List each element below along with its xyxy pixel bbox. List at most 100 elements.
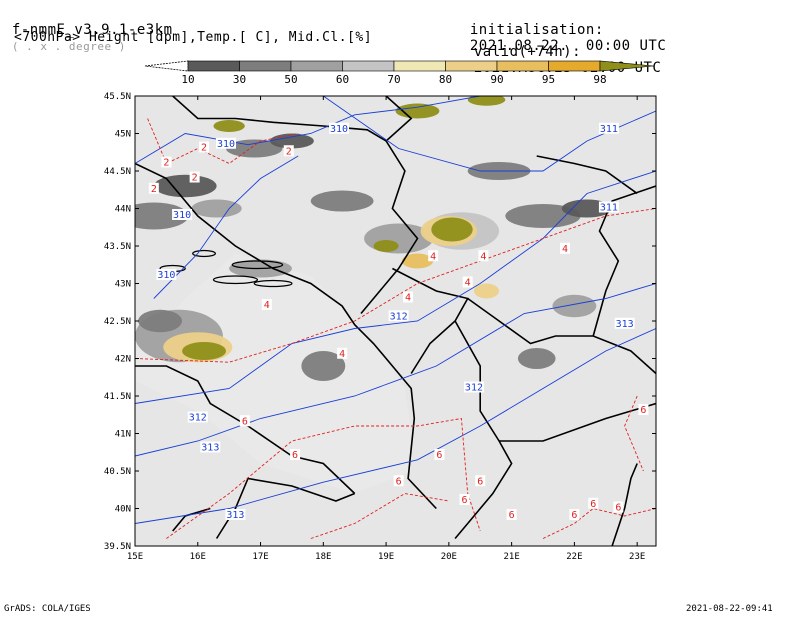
colorbar-tick-label: 70 xyxy=(387,73,400,86)
height-label-bg xyxy=(200,441,221,453)
footer-timestamp: 2021-08-22-09:41 xyxy=(686,604,773,614)
temperature-contour-label: 6 xyxy=(242,416,248,427)
height-contour-label: 313 xyxy=(201,443,219,454)
init-row: initialisation: 2021.08.22. 00:00 UTC xyxy=(452,6,666,54)
temperature-contour xyxy=(310,493,449,539)
lat-tick-label: 44N xyxy=(115,205,131,215)
temperature-contour-label: 6 xyxy=(477,476,483,487)
height-label-bg xyxy=(598,201,619,213)
colorbar-tick-label: 90 xyxy=(490,73,503,86)
lat-tick-label: 42.5N xyxy=(104,317,131,327)
height-label-bg xyxy=(463,381,484,393)
colorbar: 10 30 50 60 70 80 90 95 98 xyxy=(144,60,655,86)
height-contour-label: 312 xyxy=(465,383,483,394)
cloud-cover-area xyxy=(431,217,473,242)
init-time: 2021.08.22. 00:00 UTC xyxy=(469,38,667,54)
temperature-contour-label: 4 xyxy=(405,293,411,304)
colorbar-tick-label: 98 xyxy=(593,73,606,86)
temp-label-bg xyxy=(239,415,250,427)
temperature-contour-label: 4 xyxy=(465,278,471,289)
temperature-contour-label: 4 xyxy=(430,251,436,262)
temp-label-bg xyxy=(475,475,486,487)
temperature-contour-label: 4 xyxy=(339,349,345,360)
colorbar-tick-label: 50 xyxy=(284,73,297,86)
lon-tick-label: 17E xyxy=(252,552,268,562)
temp-label-bg xyxy=(638,404,649,415)
colorbar-over-arrow xyxy=(599,60,655,72)
temperature-contour-label: 4 xyxy=(264,300,270,311)
island-outline xyxy=(212,275,259,285)
sea-area xyxy=(135,253,412,494)
colorbar-tick-label: 10 xyxy=(181,73,194,86)
cloud-cover-area xyxy=(310,190,374,212)
height-label-bg xyxy=(187,411,208,423)
country-border xyxy=(172,507,211,532)
variables-title: <700hPa> Height [dpm],Temp.[ C], Mid.Cl.… xyxy=(14,30,373,45)
cloud-cover-area xyxy=(552,294,597,318)
temperature-contour-label: 6 xyxy=(509,510,515,521)
colorbar-tick-label: 30 xyxy=(233,73,246,86)
map-layer: 310 310 310 310 311 311 312 312 312 313 313 313 2 2 2 2… xyxy=(135,96,656,546)
height-contour xyxy=(135,170,656,404)
country-border xyxy=(467,297,656,375)
model-title: f-nmmE_v3.9.1-e3km ( . x . degree ) xyxy=(0,6,173,54)
height-label-bg xyxy=(614,317,635,329)
temperature-contour-label: 6 xyxy=(615,503,621,514)
temperature-contour-label: 6 xyxy=(640,405,646,416)
height-label-bg xyxy=(172,209,193,220)
height-contour xyxy=(323,96,656,172)
temperature-contour-label: 2 xyxy=(163,158,169,169)
lat-tick-label: 43.5N xyxy=(104,242,131,252)
cloud-cover-area xyxy=(153,174,217,198)
height-contour-label: 311 xyxy=(600,124,618,135)
colorbar-tick-label: 95 xyxy=(542,73,555,86)
country-border xyxy=(392,267,469,374)
temp-label-bg xyxy=(290,449,301,460)
temperature-contour-label: 4 xyxy=(562,244,568,255)
height-label-bg xyxy=(329,122,350,134)
cloud-cover-area xyxy=(191,199,242,218)
temperature-contour-label: 6 xyxy=(571,510,577,521)
temperature-contour-label: 2 xyxy=(286,146,292,157)
height-contour xyxy=(135,96,481,164)
temperature-contour-label: 6 xyxy=(396,476,402,487)
country-border xyxy=(135,162,437,510)
height-contour xyxy=(135,328,656,524)
temp-label-bg xyxy=(478,250,489,262)
lat-tick-label: 45N xyxy=(115,130,131,140)
lon-tick-label: 15E xyxy=(127,552,143,562)
temp-label-bg xyxy=(569,509,580,520)
height-contour-label: 311 xyxy=(600,203,618,214)
footer-credit: GrADS: COLA/IGES xyxy=(4,604,91,614)
height-contour-label: 312 xyxy=(189,413,207,424)
height-contour xyxy=(153,155,299,299)
cloud-cover-area xyxy=(473,283,500,299)
lon-tick-label: 18E xyxy=(315,552,331,562)
height-label-bg xyxy=(216,137,237,149)
cloud-cover-area xyxy=(213,120,245,132)
temp-label-bg xyxy=(161,156,172,168)
temp-label-bg xyxy=(261,299,272,310)
temperature-contour xyxy=(542,508,656,539)
cloud-cover-area xyxy=(467,96,506,106)
cloud-cover-area xyxy=(138,309,183,333)
lat-tick-label: 40.5N xyxy=(104,467,131,477)
country-border xyxy=(385,96,413,142)
temp-label-bg xyxy=(393,475,404,487)
country-border xyxy=(611,463,638,546)
temperature-contour-label: 4 xyxy=(480,251,486,262)
height-label-bg xyxy=(156,269,177,280)
temp-label-bg xyxy=(403,291,414,303)
temp-label-bg xyxy=(428,250,439,262)
height-label-bg xyxy=(225,509,246,520)
height-contour-label: 310 xyxy=(173,210,191,221)
temp-label-bg xyxy=(559,242,570,254)
lon-tick-label: 16E xyxy=(190,552,206,562)
temp-label-bg xyxy=(462,276,473,288)
cloud-cover-area xyxy=(226,139,283,158)
valid-label: valid(+74h): xyxy=(473,44,582,60)
island-outline xyxy=(192,249,216,258)
cloud-cover-area xyxy=(373,240,399,252)
cloud-cover-area xyxy=(517,348,556,369)
